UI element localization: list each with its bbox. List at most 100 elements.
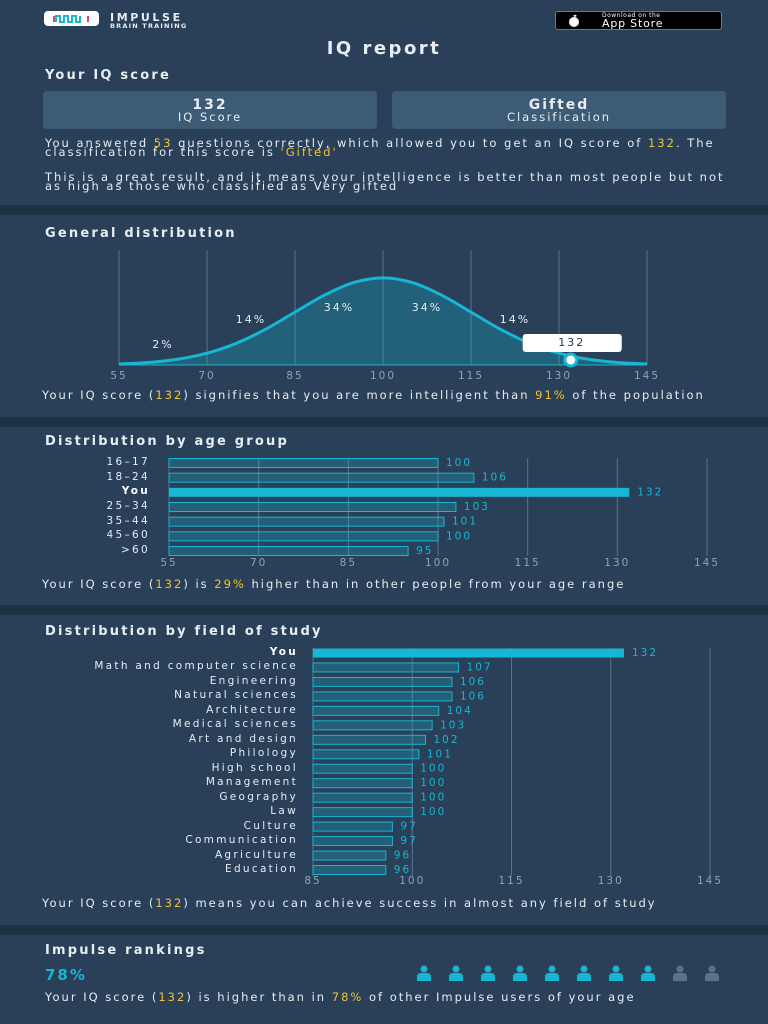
person-icon <box>417 965 431 981</box>
category-label: 18–24 <box>106 470 150 483</box>
text: Your IQ score ( <box>42 388 156 402</box>
category-label: Math and computer science <box>94 660 298 673</box>
text: of other Impulse users of your age <box>363 990 636 1004</box>
category-label: 25–34 <box>106 500 150 512</box>
category-label: 45–60 <box>106 529 150 542</box>
value-label: 107 <box>467 661 493 673</box>
category-label: Education <box>225 863 298 875</box>
bar <box>169 487 630 497</box>
text: This is a great result, and it means you… <box>45 170 725 193</box>
bar <box>312 749 420 760</box>
bar <box>312 676 453 687</box>
text: higher than in other people from your ag… <box>245 577 626 591</box>
value-label: 97 <box>400 821 417 833</box>
x-tick-label: 100 <box>425 557 451 569</box>
bar <box>312 865 387 875</box>
category-label: 35–44 <box>106 514 150 527</box>
bar <box>168 458 439 468</box>
score-marker <box>563 352 579 368</box>
highlight-text: 132 <box>158 990 187 1004</box>
bar <box>168 531 439 542</box>
value-label: 100 <box>446 457 472 469</box>
value-label: 95 <box>416 545 433 557</box>
bar <box>312 705 440 716</box>
band-label: 34% <box>412 301 442 314</box>
bar <box>168 516 445 527</box>
text: Your IQ score ( <box>45 990 159 1004</box>
bar <box>168 502 457 512</box>
ranking-value: 78% <box>45 966 87 984</box>
bar <box>312 778 413 789</box>
card-label: IQ Score <box>177 110 243 124</box>
icon-body <box>641 973 655 981</box>
icon-body <box>481 973 495 981</box>
value-label: 106 <box>460 690 486 702</box>
highlight-text: 132 <box>647 136 676 150</box>
category-label: 16–17 <box>106 456 150 468</box>
category-label: Geography <box>219 790 298 803</box>
text: Your IQ score ( <box>42 577 156 591</box>
band-label: 14% <box>500 313 530 326</box>
icon-body <box>417 973 431 981</box>
highlight-text: 91% <box>535 388 567 402</box>
category-label: Medical sciences <box>172 718 298 731</box>
separator <box>0 205 768 215</box>
text: ) signifies that you are more intelligen… <box>183 388 536 402</box>
band-label: 2% <box>152 338 173 351</box>
x-tick-label: 85 <box>340 557 357 569</box>
value-label: 96 <box>394 850 411 862</box>
icon-body <box>673 973 687 981</box>
bar <box>313 648 624 658</box>
bar <box>312 836 393 847</box>
x-tick-label: 85 <box>286 370 303 382</box>
x-tick-label: 115 <box>515 557 541 569</box>
icon-body <box>513 973 527 981</box>
paragraph: Your IQ score (132) means you can achiev… <box>42 896 727 910</box>
paragraph: You answered 53 questions correctly, whi… <box>45 136 725 157</box>
band-label: 34% <box>324 301 354 314</box>
person-icon <box>545 965 559 981</box>
category-label: Art and design <box>188 732 298 745</box>
value-label: 104 <box>447 705 473 717</box>
x-tick-label: 145 <box>694 557 720 569</box>
bar <box>312 763 413 774</box>
category-label: Philology <box>229 747 298 760</box>
value-label: 100 <box>420 806 446 818</box>
category-label: High school <box>211 761 298 774</box>
person-icon <box>609 965 623 981</box>
category-label: Communication <box>185 834 298 847</box>
x-tick-label: 115 <box>498 875 524 887</box>
value-label: 100 <box>446 530 472 542</box>
x-tick-label: 130 <box>604 557 630 569</box>
person-icon <box>641 965 655 981</box>
bar <box>312 792 413 803</box>
highlight-text: 132 <box>155 896 184 910</box>
x-tick-label: 55 <box>160 557 177 569</box>
value-label: 132 <box>632 647 658 659</box>
highlight-text: 53 <box>153 136 173 150</box>
x-tick-label: 55 <box>110 370 127 382</box>
apple-icon <box>569 14 579 27</box>
icon-body <box>449 973 463 981</box>
icon-head <box>612 965 620 973</box>
bar <box>312 850 387 861</box>
curve <box>118 276 648 366</box>
x-tick-label: 145 <box>697 875 723 887</box>
text: of the population <box>566 388 705 402</box>
score-card: Gifted Classification <box>392 91 726 129</box>
x-tick-label: 100 <box>399 875 425 887</box>
app-store-badge[interactable]: Download on the App Store <box>555 11 722 30</box>
icon-body <box>577 973 591 981</box>
callout-label: 132 <box>558 336 585 349</box>
category-label: Management <box>205 776 298 789</box>
score-card: 132 IQ Score <box>43 91 377 129</box>
value-label: 106 <box>460 676 486 688</box>
tagline: BRAIN TRAINING <box>110 22 188 30</box>
store-big: App Store <box>602 17 664 30</box>
person-icon <box>481 965 495 981</box>
value-label: 96 <box>394 864 411 876</box>
category-label: You <box>269 646 298 658</box>
separator <box>0 925 768 935</box>
bar <box>312 821 393 832</box>
highlight-text: 132 <box>155 577 184 591</box>
